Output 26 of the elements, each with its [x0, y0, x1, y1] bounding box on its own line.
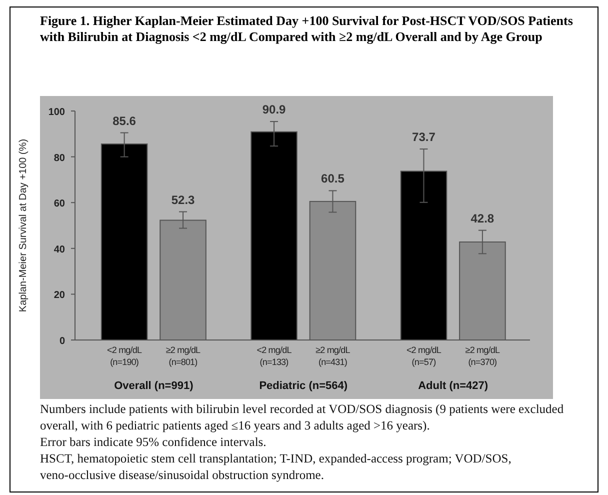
data-label: 85.6	[112, 114, 136, 128]
text: Error bars indicate 95% confidence intervals.	[40, 435, 266, 449]
y-tick-label: 60	[54, 198, 66, 210]
text: Overall (n=991)	[114, 380, 194, 392]
x-tick-label: <2 mg/dL (n=190)	[107, 345, 142, 367]
y-tick-label: 100	[48, 107, 66, 118]
data-label: 73.7	[412, 130, 436, 144]
x-tick-label: ≥2 mg/dL (n=801)	[166, 345, 201, 367]
y-tick-label: 40	[54, 244, 66, 256]
data-label: 42.8	[470, 211, 494, 226]
chart-title: Figure 1. Higher Kaplan-Meier Estimated Day +100 Survival for Post-HSCT VOD/SOS Patients with Bilirubin at Diagnosis <2 mg/dL Compared with ≥2 mg/dL Overall and by Age Group	[40, 13, 573, 44]
y-tick-label: 0	[59, 336, 66, 347]
data-label: 60.5	[321, 172, 345, 186]
x-tick-label: <2 mg/dL (n=133)	[256, 345, 292, 367]
y-tick-label: 20	[54, 290, 66, 302]
text: Adult (n=427)	[418, 380, 488, 392]
text: Numbers include patients with bilirubin level recorded at VOD/SOS diagnosis (9 patients were excluded overall, with 6 pediatric patients aged ≤16 years and 3 adults aged >16 years).	[40, 402, 564, 432]
text: HSCT, hematopoietic stem cell transplantation; T-IND, expanded-access program; VOD/SOS, veno-occlusive disease/sinusoidal obstruction syndrome.	[40, 452, 512, 482]
x-tick-label: ≥2 mg/dL (n=370)	[465, 345, 500, 367]
data-label: 90.9	[262, 102, 286, 117]
x-tick-label: <2 mg/dL (n=57)	[406, 345, 442, 367]
y-axis-title: Kaplan-Meier Survival at Day +100 (%)	[18, 138, 29, 312]
x-tick-label: ≥2 mg/dL (n=431)	[316, 345, 350, 367]
text: Pediatric (n=564)	[259, 380, 348, 392]
y-tick-label: 80	[54, 152, 66, 164]
data-label: 52.3	[171, 192, 196, 207]
